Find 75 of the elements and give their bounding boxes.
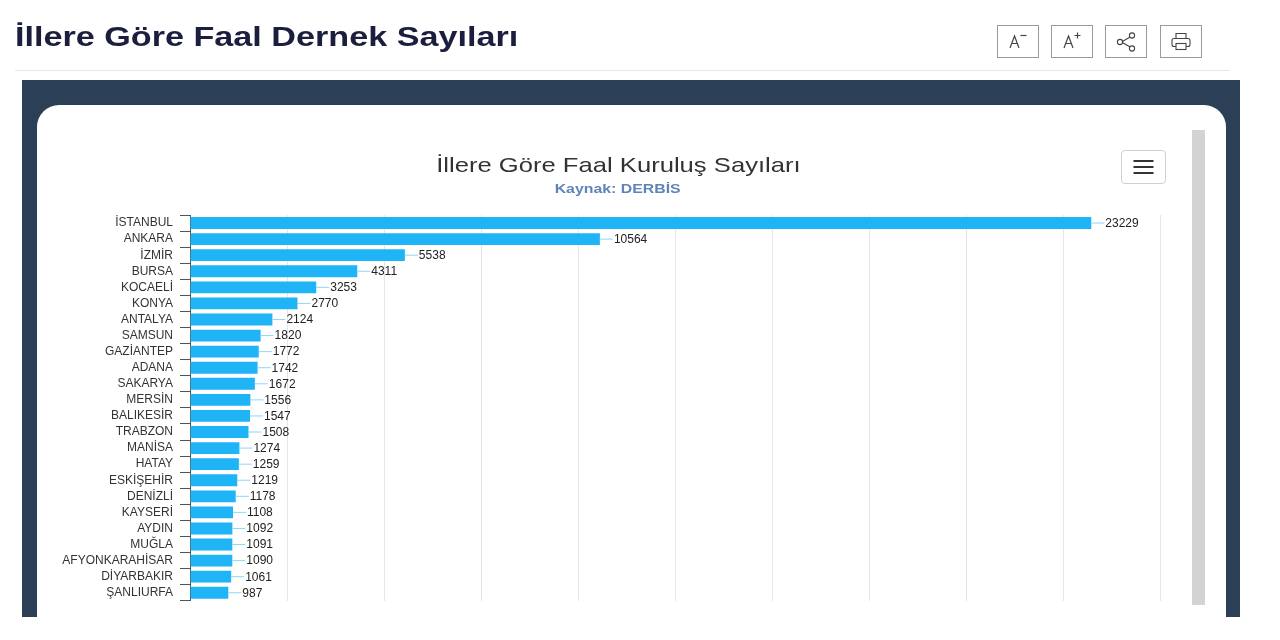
bar: [190, 506, 233, 519]
data-label: 1274: [253, 440, 281, 455]
data-label: 1508: [262, 424, 290, 439]
data-label: 1092: [246, 521, 274, 536]
data-label: 1108: [246, 505, 274, 520]
y-tick-label: SAKARYA: [117, 376, 173, 391]
bar: [190, 554, 233, 567]
y-tick-label: KAYSERİ: [121, 504, 173, 519]
bar: [190, 586, 229, 599]
data-label: 1772: [272, 344, 300, 359]
data-label: 1178: [249, 489, 276, 504]
data-label: 1091: [246, 537, 274, 552]
data-label: 1742: [271, 360, 299, 375]
chart-title: İllere Göre Faal Dernek Sayıları: [15, 21, 519, 53]
y-tick-label: HATAY: [135, 456, 173, 471]
y-tick-label: MUĞLA: [130, 535, 173, 551]
data-label: 1547: [264, 408, 292, 423]
data-label: 3253: [330, 280, 358, 295]
y-tick-label: ESKİŞEHİR: [108, 472, 174, 487]
data-label: 1820: [274, 328, 302, 343]
bar: [190, 458, 239, 471]
chart-subtitle: İllere Göre Faal Kuruluş Sayıları: [435, 153, 801, 177]
bar: [190, 538, 233, 551]
y-tick-label: ŞANLIURFA: [106, 585, 173, 600]
bar: [190, 345, 259, 358]
data-label: 4311: [371, 264, 398, 279]
data-label: 1556: [264, 392, 292, 407]
y-tick-label: SAMSUN: [121, 327, 173, 342]
data-label: 987: [242, 585, 263, 600]
bar: [190, 217, 1092, 229]
bar: [190, 329, 261, 342]
y-tick-label: AYDIN: [137, 520, 173, 535]
bar: [190, 426, 249, 438]
y-tick-label: DENİZLİ: [126, 488, 173, 503]
y-tick-label: MANİSA: [126, 440, 173, 455]
y-tick-label: BALIKESİR: [110, 408, 174, 423]
text: Kaynak: DERBİS: [554, 181, 682, 196]
data-label: 10564: [613, 231, 648, 246]
data-label: 1090: [246, 553, 274, 568]
data-label: 23229: [1105, 215, 1139, 230]
bar: [190, 522, 233, 535]
y-tick-label: MERSİN: [126, 392, 173, 407]
bar: [190, 249, 405, 262]
bar: [190, 281, 317, 294]
bar: [190, 490, 236, 503]
bar: [190, 570, 232, 583]
bar: [190, 377, 255, 390]
y-tick-label: BURSA: [131, 263, 173, 278]
bar: [190, 297, 298, 310]
y-tick-label: ANTALYA: [120, 311, 173, 326]
data-label: 1672: [268, 376, 296, 391]
y-tick-label: ADANA: [131, 360, 173, 375]
y-tick-label: KONYA: [131, 295, 173, 310]
bar: [190, 233, 600, 246]
y-tick-label: KOCAELİ: [120, 279, 173, 294]
bar: [190, 410, 251, 422]
bar: [190, 442, 240, 455]
data-label: 1219: [251, 473, 279, 488]
data-label: 1061: [245, 569, 273, 584]
y-tick-label: DİYARBAKIR: [101, 569, 174, 583]
bar: [190, 265, 358, 278]
data-label: 2124: [286, 312, 314, 327]
y-tick-label: İSTANBUL: [115, 215, 174, 230]
bar: [190, 393, 251, 406]
bar: [190, 474, 238, 487]
bar: [190, 361, 258, 374]
y-tick-label: GAZİANTEP: [104, 343, 173, 358]
y-tick-label: ANKARA: [123, 231, 173, 246]
data-label: 2770: [311, 296, 339, 311]
bar: [190, 313, 273, 326]
data-label: 5538: [418, 248, 446, 262]
y-tick-label: İZMİR: [140, 247, 174, 262]
y-tick-label: AFYONKARAHİSAR: [62, 552, 174, 567]
y-tick-label: TRABZON: [115, 424, 173, 439]
data-label: 1259: [252, 456, 280, 471]
